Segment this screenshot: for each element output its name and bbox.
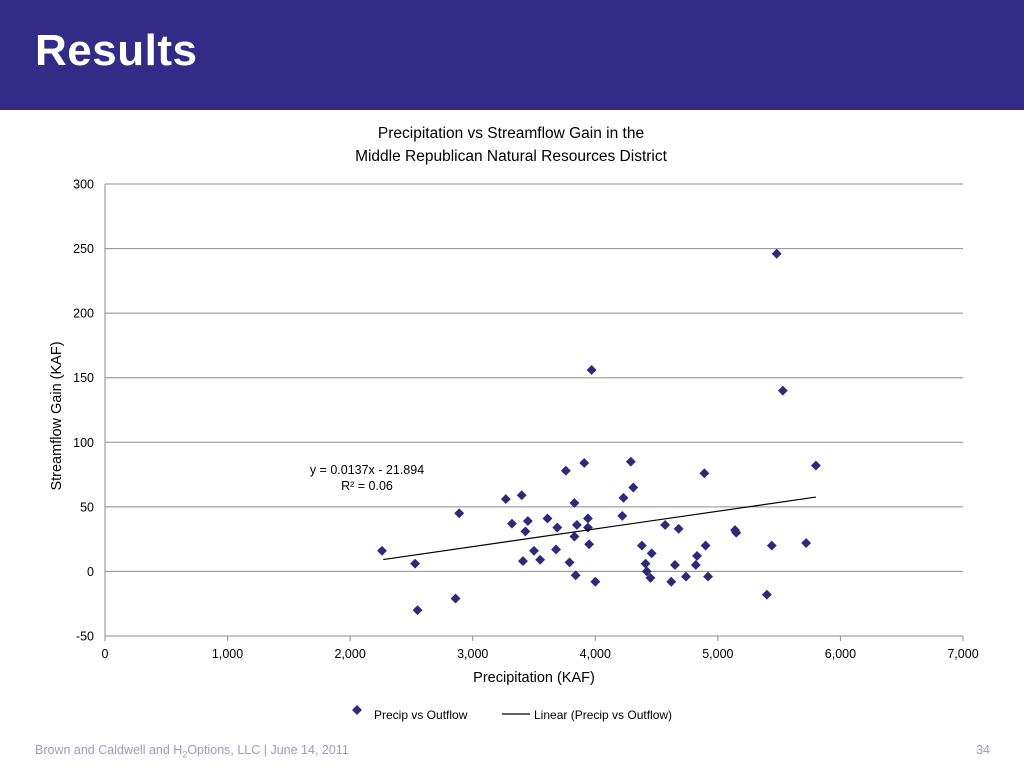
data-point: [618, 492, 629, 503]
x-tick-label: 3,000: [457, 647, 488, 661]
title-bar: Results: [0, 0, 1024, 110]
data-point: [377, 545, 387, 556]
data-point: [673, 523, 684, 534]
slide-title: Results: [35, 26, 198, 75]
x-tick-label: 0: [102, 647, 109, 661]
y-tick-label: 150: [73, 371, 94, 385]
data-point: [810, 460, 821, 471]
data-point: [454, 508, 465, 519]
data-point: [560, 465, 571, 476]
data-point: [700, 540, 711, 551]
data-point: [731, 527, 742, 538]
chart-title-line-1: Precipitation vs Streamflow Gain in the: [378, 125, 644, 142]
scatter-chart: Precipitation vs Streamflow Gain in the …: [49, 125, 979, 722]
x-axis-label: Precipitation (KAF): [473, 670, 595, 686]
page-number: 34: [976, 743, 990, 757]
data-point: [569, 531, 580, 542]
data-points: [377, 248, 821, 616]
data-point: [660, 519, 671, 530]
y-tick-label: 250: [73, 242, 94, 256]
data-point: [579, 458, 590, 468]
x-tick-label: 1,000: [212, 647, 243, 661]
data-point: [506, 518, 517, 529]
chart-title-line-2: Middle Republican Natural Resources Dist…: [355, 148, 668, 165]
data-point: [766, 540, 777, 551]
x-tick-label: 4,000: [580, 647, 611, 661]
data-point: [529, 545, 539, 556]
data-point: [500, 494, 511, 505]
data-point: [771, 248, 782, 259]
data-point: [410, 558, 421, 569]
y-tick-label: 300: [73, 178, 94, 192]
data-point: [570, 570, 581, 581]
data-point: [582, 513, 593, 524]
trend-equation: y = 0.0137x - 21.894: [310, 463, 424, 477]
y-tick-label: 50: [80, 500, 94, 514]
data-point: [516, 490, 527, 501]
data-point: [617, 510, 628, 521]
data-point: [412, 605, 423, 616]
data-point: [542, 513, 553, 524]
data-point: [590, 576, 601, 587]
data-point: [552, 522, 563, 533]
data-point: [628, 482, 639, 493]
data-point: [518, 556, 528, 567]
data-point: [551, 544, 562, 555]
data-point: [586, 365, 597, 375]
data-point: [761, 589, 772, 600]
legend-series-label: Precip vs Outflow: [374, 708, 468, 722]
y-tick-label: 100: [73, 436, 94, 450]
data-point: [571, 519, 582, 530]
data-point: [666, 576, 677, 587]
y-tick-label: 200: [73, 307, 94, 321]
footer-text: Brown and Caldwell and H2Options, LLC | …: [35, 743, 349, 760]
data-point: [646, 548, 657, 559]
trendline: [383, 496, 817, 561]
x-axis-ticks: 0 1,000 2,000 3,000 4,000 5,000 6,000 7,000: [102, 647, 979, 661]
x-tick-label: 5,000: [702, 647, 733, 661]
x-tick-label: 7,000: [947, 647, 978, 661]
data-point: [692, 550, 702, 561]
legend-marker-diamond-icon: [352, 705, 362, 715]
data-point: [777, 385, 788, 396]
data-point: [450, 593, 461, 604]
legend-trendline-label: Linear (Precip vs Outflow): [534, 708, 672, 722]
trend-r-squared: R² = 0.06: [341, 479, 393, 493]
y-tick-label: -50: [76, 630, 94, 644]
legend: Precip vs Outflow Linear (Precip vs Outf…: [352, 705, 672, 722]
data-point: [625, 456, 636, 467]
data-point: [535, 554, 546, 565]
data-point: [564, 557, 575, 568]
data-point: [690, 560, 701, 570]
data-point: [703, 571, 713, 582]
data-point: [636, 540, 647, 551]
data-point: [522, 516, 533, 527]
y-tick-label: 0: [87, 565, 94, 579]
data-point: [801, 538, 812, 548]
x-tick-label: 2,000: [335, 647, 366, 661]
data-point: [569, 498, 580, 508]
axes: [104, 184, 964, 641]
data-point: [584, 539, 595, 550]
data-point: [645, 572, 656, 583]
data-point: [641, 566, 652, 577]
data-point: [670, 560, 680, 570]
gridlines: [105, 183, 963, 637]
y-axis-label: Streamflow Gain (KAF): [49, 341, 65, 490]
x-tick-label: 6,000: [825, 647, 856, 661]
y-axis-ticks: -50 0 50 100 150 200 250 300: [73, 178, 94, 644]
data-point: [699, 468, 710, 479]
data-point: [640, 558, 651, 569]
data-point: [681, 571, 691, 582]
data-point: [520, 526, 531, 537]
